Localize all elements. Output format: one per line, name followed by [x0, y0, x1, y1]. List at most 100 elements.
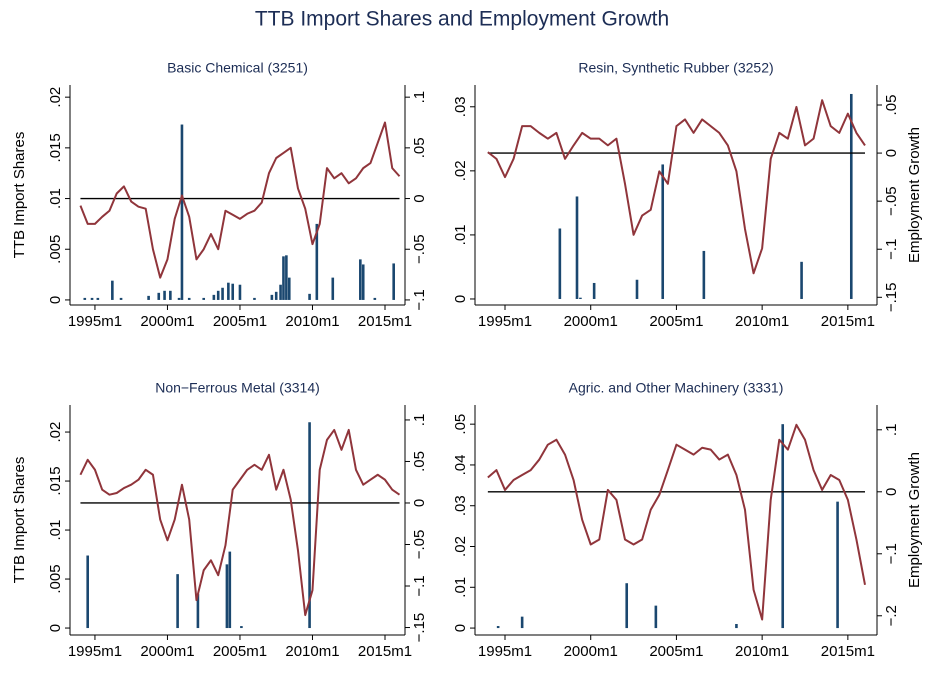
bar — [558, 228, 562, 299]
y-tick-label: .01 — [452, 224, 469, 245]
bar — [111, 280, 114, 300]
y-tick-label: .015 — [47, 466, 64, 495]
bar — [227, 282, 230, 300]
subtitle: Basic Chemical (3251) — [167, 60, 308, 76]
line — [79, 121, 401, 279]
bar — [96, 297, 100, 300]
y-tick-label: .05 — [452, 414, 469, 435]
bar — [119, 297, 123, 300]
x-tick-label: 2005m1 — [649, 313, 703, 330]
bar — [86, 555, 89, 629]
x-tick-label: 2005m1 — [213, 313, 267, 330]
bar — [287, 277, 291, 300]
y-tick-label: 0 — [452, 295, 469, 303]
x-tick-label: 2000m1 — [140, 313, 194, 330]
x-tick-label: 2010m1 — [735, 313, 789, 330]
bar — [635, 279, 639, 299]
y2-tick-label: −.05 — [411, 234, 428, 264]
bar — [83, 297, 87, 300]
y2-tick-label: −.2 — [883, 605, 900, 626]
y-tick-label: .005 — [47, 564, 64, 593]
bar — [228, 551, 232, 629]
y-tick-label: .005 — [47, 235, 64, 264]
bar — [836, 501, 839, 629]
y-tick-label: .02 — [452, 160, 469, 181]
y2-tick-label: 0 — [883, 149, 900, 157]
bar — [221, 287, 224, 300]
line — [79, 428, 401, 617]
bar — [392, 263, 395, 300]
bar — [176, 574, 179, 629]
bar — [575, 196, 579, 299]
bar — [90, 297, 94, 300]
bar — [212, 294, 216, 300]
y2-tick-label: −.1 — [411, 289, 428, 310]
bar — [800, 261, 803, 299]
bar — [315, 223, 319, 300]
y-tick-label: .02 — [452, 536, 469, 557]
bar — [270, 294, 274, 300]
x-tick-label: 2015m1 — [358, 313, 412, 330]
y2-tick-label: −.05 — [411, 530, 428, 560]
y-tick-label: 0 — [47, 624, 64, 632]
bar — [331, 277, 335, 300]
subtitle: Non−Ferrous Metal (3314) — [155, 380, 320, 396]
subtitle: Resin, Synthetic Rubber (3252) — [578, 60, 773, 76]
y2-tick-label: 0 — [411, 499, 428, 507]
x-tick-label: 2005m1 — [213, 643, 267, 660]
bar — [180, 124, 184, 300]
y-tick-label: .02 — [47, 87, 64, 108]
bar — [361, 264, 365, 300]
y-axis-label: TTB Import Shares — [11, 132, 28, 259]
x-tick-label: 2015m1 — [821, 313, 875, 330]
x-tick-label: 1995m1 — [478, 313, 532, 330]
chart-title: TTB Import Shares and Employment Growth — [255, 8, 669, 31]
bar — [274, 291, 278, 300]
x-tick-label: 2015m1 — [358, 643, 412, 660]
bar — [202, 297, 206, 300]
y2-tick-label: .1 — [411, 91, 428, 104]
x-tick-label: 2005m1 — [649, 643, 703, 660]
bar — [625, 583, 629, 629]
bar — [147, 295, 150, 300]
y-tick-label: .03 — [452, 495, 469, 516]
y2-tick-label: −.15 — [883, 282, 900, 312]
line — [487, 423, 866, 621]
bar — [163, 290, 166, 300]
x-tick-label: 2010m1 — [285, 313, 339, 330]
y-axis-label: TTB Import Shares — [11, 457, 28, 584]
bar — [520, 616, 524, 629]
bar — [216, 290, 220, 300]
bar — [187, 297, 191, 300]
x-tick-label: 2000m1 — [140, 643, 194, 660]
bar — [359, 259, 362, 300]
y-tick-label: .01 — [47, 188, 64, 209]
bar — [702, 250, 706, 299]
line — [487, 99, 866, 275]
y2-tick-label: −.1 — [411, 575, 428, 596]
bar — [592, 282, 596, 299]
y2-tick-label: −.1 — [883, 543, 900, 564]
x-tick-label: 1995m1 — [478, 643, 532, 660]
subtitle: Agric. and Other Machinery (3331) — [569, 380, 784, 396]
y2-tick-label: −.1 — [883, 239, 900, 260]
bar — [196, 593, 200, 629]
y-tick-label: .04 — [452, 455, 469, 476]
bar — [781, 424, 785, 629]
y2-tick-label: .05 — [411, 451, 428, 472]
bar — [282, 256, 285, 300]
y2-tick-label: 0 — [411, 194, 428, 202]
bar — [253, 297, 256, 300]
y-tick-label: .01 — [47, 520, 64, 541]
bar — [308, 293, 311, 300]
y-tick-label: .015 — [47, 133, 64, 162]
bar — [240, 626, 243, 629]
y2-tick-label: −.15 — [411, 613, 428, 643]
x-tick-label: 2015m1 — [821, 643, 875, 660]
bar — [579, 297, 582, 299]
y-tick-label: 0 — [47, 296, 64, 304]
y2-tick-label: .1 — [411, 414, 428, 427]
y2-axis-label: Employment Growth — [906, 452, 923, 588]
bar — [496, 626, 500, 629]
